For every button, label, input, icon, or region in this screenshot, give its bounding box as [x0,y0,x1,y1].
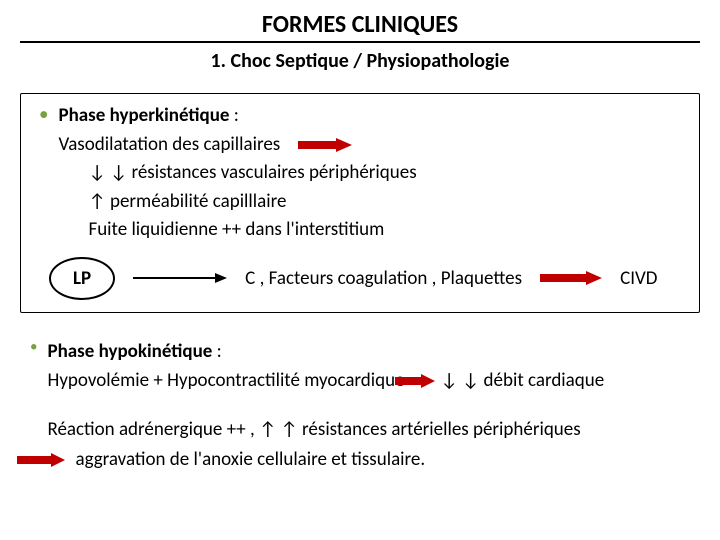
phase-hyper-colon: : [229,104,238,127]
lp-oval: LP [49,257,115,300]
section2-content: Phase hypokinétique : Hypovolémie + Hypo… [47,337,604,475]
hypo-line1b: ↓ ↓ débit cardiaque [441,366,605,395]
hyper-line1: Vasodilatation des capillaires [58,131,280,160]
hypo-line3-row: aggravation de l'anoxie cellulaire et ti… [17,445,604,474]
bullet-hypokinetique: • Phase hypokinétique : Hypovolémie + Hy… [30,337,700,475]
hypo-line1-row: Hypovolémie + Hypocontractilité myocardi… [47,366,604,395]
arrow-right-thin-icon [133,272,227,284]
hyper-line2: ↓ ↓ résistances vasculaires périphérique… [88,159,416,188]
phase-hyper-line: Phase hyperkinétique : [58,102,416,131]
hypo-line2: Réaction adrénergique ++ , ↑ ↑ résistanc… [47,415,604,444]
section-hyperkinetique-box: • Phase hyperkinétique : Vasodilatation … [20,93,700,313]
slide-subtitle: 1. Choc Septique / Physiopathologie [20,49,700,73]
arrow-right-red2-icon [540,271,602,285]
slide-root: FORMES CLINIQUES 1. Choc Septique / Phys… [0,0,720,540]
civd-label: CIVD [620,267,657,290]
section-hypokinetique: • Phase hypokinétique : Hypovolémie + Hy… [20,337,700,475]
arrow-right-icon [298,138,352,152]
phase-hyper-label: Phase hyperkinétique [58,104,229,127]
arrow-right-red4-icon [17,453,65,467]
slide-title: FORMES CLINIQUES [20,10,700,43]
phase-hypo-line: Phase hypokinétique : [47,337,604,366]
lp-mid-text: C , Facteurs coagulation , Plaquettes [245,267,522,290]
bullet-hyperkinetique: • Phase hyperkinétique : Vasodilatation … [39,102,691,245]
hyper-line1-row: Vasodilatation des capillaires [58,131,416,160]
bullet-dot-icon: • [39,102,48,129]
hyper-line4: Fuite liquidienne ++ dans l'interstitium [88,216,416,245]
hyper-line3: ↑ perméabilité capilllaire [88,188,416,217]
section1-content: Phase hyperkinétique : Vasodilatation de… [58,102,416,245]
hypo-line3: aggravation de l'anoxie cellulaire et ti… [75,445,425,474]
lp-row: LP C , Facteurs coagulation , Plaquettes… [49,257,691,300]
spacer [47,395,604,415]
hypo-line1a: Hypovolémie + Hypocontractilité myocardi… [47,366,404,395]
bullet-dot2-icon: • [30,337,37,358]
arrow-right-red3-icon [395,374,435,388]
phase-hypo-label: Phase hypokinétique [47,340,212,363]
phase-hypo-colon: : [212,340,221,363]
